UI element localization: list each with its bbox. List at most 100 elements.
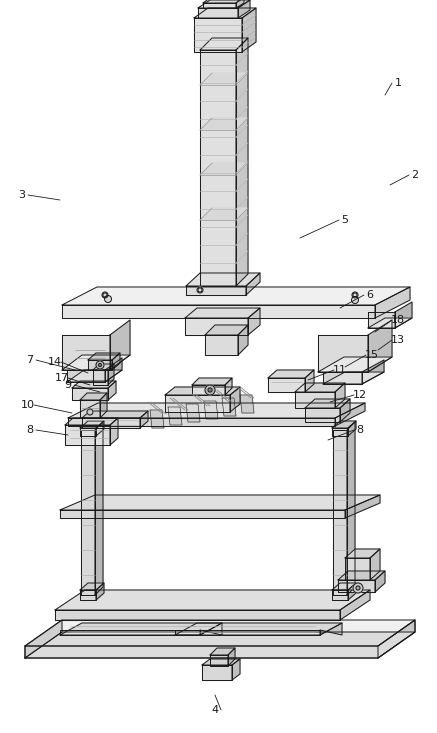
- Polygon shape: [345, 558, 370, 580]
- Polygon shape: [80, 590, 96, 600]
- Polygon shape: [375, 571, 385, 592]
- Circle shape: [353, 293, 357, 297]
- Circle shape: [356, 586, 360, 590]
- Polygon shape: [205, 335, 238, 355]
- Polygon shape: [205, 325, 248, 335]
- Polygon shape: [80, 421, 104, 428]
- Polygon shape: [110, 418, 118, 445]
- Polygon shape: [186, 404, 200, 422]
- Text: 10: 10: [21, 400, 35, 410]
- Polygon shape: [194, 8, 256, 18]
- Polygon shape: [200, 50, 236, 286]
- Polygon shape: [345, 549, 380, 558]
- Polygon shape: [168, 407, 182, 425]
- Polygon shape: [332, 583, 356, 590]
- Polygon shape: [238, 0, 250, 18]
- Polygon shape: [25, 620, 415, 658]
- Polygon shape: [246, 273, 260, 295]
- Polygon shape: [185, 318, 248, 335]
- Text: 5: 5: [341, 215, 348, 225]
- Text: 14: 14: [48, 357, 62, 367]
- Polygon shape: [230, 387, 240, 412]
- Polygon shape: [368, 320, 392, 372]
- Polygon shape: [100, 393, 107, 418]
- Polygon shape: [200, 623, 222, 635]
- Circle shape: [103, 293, 107, 297]
- Polygon shape: [88, 353, 120, 360]
- Polygon shape: [60, 623, 222, 635]
- Polygon shape: [202, 665, 232, 680]
- Polygon shape: [200, 208, 248, 220]
- Polygon shape: [338, 580, 375, 592]
- Polygon shape: [203, 0, 244, 3]
- Polygon shape: [186, 273, 260, 286]
- Polygon shape: [108, 381, 116, 400]
- Circle shape: [98, 364, 101, 366]
- Polygon shape: [175, 623, 342, 635]
- Polygon shape: [395, 302, 412, 328]
- Text: 2: 2: [412, 170, 419, 180]
- Polygon shape: [228, 648, 235, 666]
- Polygon shape: [62, 335, 110, 370]
- Polygon shape: [108, 364, 114, 385]
- Polygon shape: [80, 583, 104, 590]
- Polygon shape: [88, 360, 112, 370]
- Circle shape: [351, 297, 358, 303]
- Text: 12: 12: [353, 390, 367, 400]
- Polygon shape: [370, 549, 380, 580]
- Polygon shape: [333, 430, 347, 595]
- Text: 3: 3: [18, 190, 25, 200]
- Polygon shape: [305, 370, 314, 392]
- Polygon shape: [25, 632, 415, 658]
- Polygon shape: [200, 163, 248, 175]
- Polygon shape: [210, 655, 228, 666]
- Circle shape: [353, 583, 363, 593]
- Polygon shape: [347, 422, 355, 595]
- Polygon shape: [305, 399, 350, 408]
- Polygon shape: [268, 370, 314, 378]
- Polygon shape: [222, 398, 236, 416]
- Polygon shape: [192, 385, 225, 395]
- Text: 4: 4: [212, 705, 218, 715]
- Circle shape: [104, 295, 111, 303]
- Polygon shape: [82, 411, 148, 418]
- Circle shape: [197, 287, 203, 293]
- Polygon shape: [96, 583, 104, 600]
- Circle shape: [96, 361, 104, 369]
- Polygon shape: [150, 410, 164, 428]
- Polygon shape: [82, 418, 140, 428]
- Polygon shape: [340, 399, 350, 422]
- Polygon shape: [186, 286, 246, 295]
- Polygon shape: [65, 425, 110, 445]
- Polygon shape: [335, 403, 365, 426]
- Circle shape: [352, 292, 358, 298]
- Polygon shape: [140, 411, 148, 428]
- Polygon shape: [72, 381, 116, 388]
- Polygon shape: [323, 372, 384, 384]
- Polygon shape: [185, 308, 260, 318]
- Polygon shape: [368, 312, 395, 328]
- Text: 9: 9: [64, 380, 72, 390]
- Text: 8: 8: [26, 425, 34, 435]
- Polygon shape: [95, 422, 103, 595]
- Polygon shape: [204, 401, 218, 419]
- Polygon shape: [202, 659, 240, 665]
- Polygon shape: [65, 418, 118, 425]
- Polygon shape: [268, 378, 305, 392]
- Polygon shape: [62, 287, 410, 305]
- Text: 7: 7: [26, 355, 34, 365]
- Polygon shape: [332, 590, 348, 600]
- Polygon shape: [348, 421, 356, 436]
- Circle shape: [208, 388, 212, 392]
- Polygon shape: [80, 428, 96, 436]
- Polygon shape: [165, 387, 240, 395]
- Polygon shape: [96, 421, 104, 436]
- Polygon shape: [203, 3, 236, 8]
- Polygon shape: [305, 408, 340, 422]
- Polygon shape: [320, 623, 342, 635]
- Polygon shape: [67, 370, 122, 382]
- Polygon shape: [375, 287, 410, 318]
- Polygon shape: [248, 308, 260, 335]
- Polygon shape: [93, 364, 114, 370]
- Text: 6: 6: [367, 290, 374, 300]
